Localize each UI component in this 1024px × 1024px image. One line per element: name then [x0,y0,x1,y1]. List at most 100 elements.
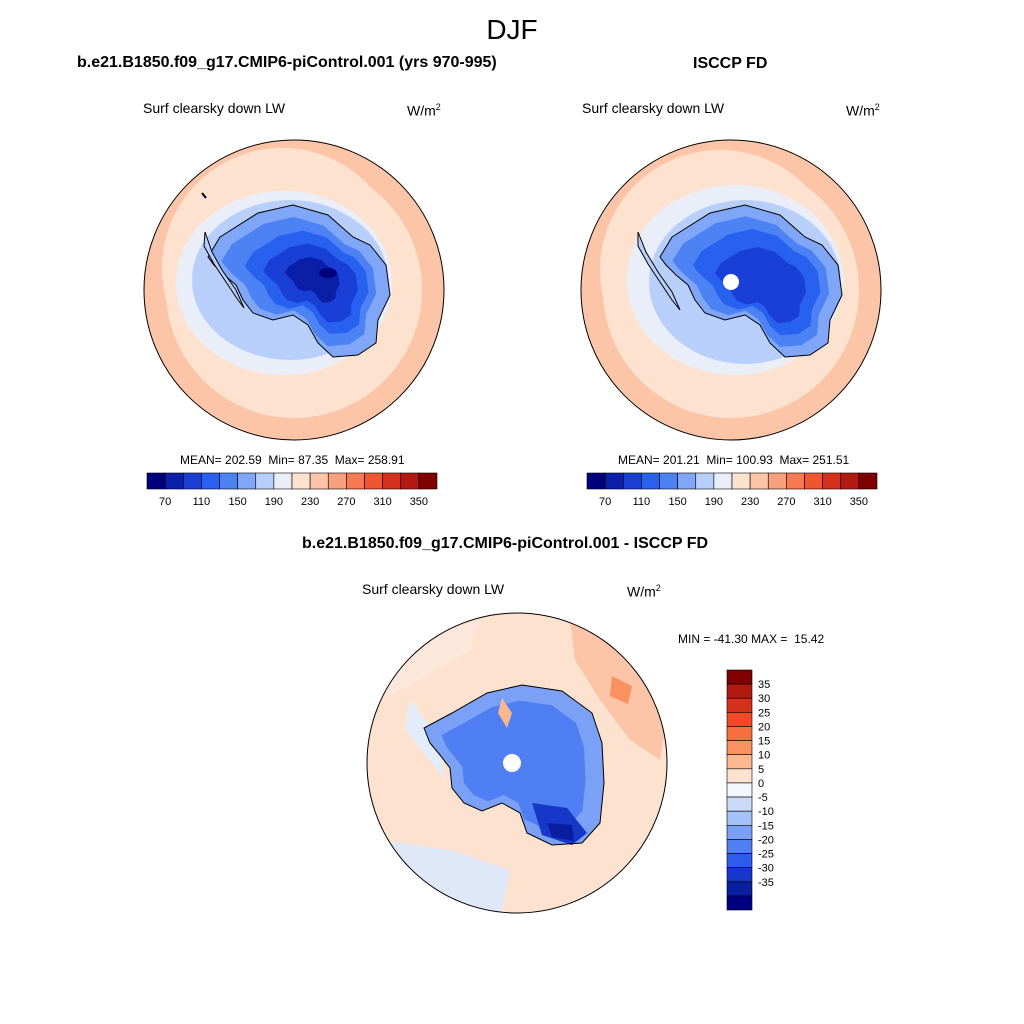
diff-colorbar-label: -15 [758,820,774,832]
diff-colorbar-box [726,782,753,798]
obs-colorbar-label: 70 [599,496,611,508]
diff-colorbar-label: -5 [758,792,768,804]
diff-colorbar-box [726,712,753,727]
obs-colorbar-box [804,472,823,490]
obs-colorbar-label: 110 [633,496,651,508]
diff-colorbar-box [726,853,753,868]
obs-units-label: W/m2 [846,102,880,119]
model-colorbar-box [346,472,365,490]
obs-colorbar-label: 230 [741,496,759,508]
model-colorbar-box [382,472,402,490]
obs-polar-map [581,140,881,440]
model-colorbar-label: 190 [265,496,283,508]
diff-colorbar-label: -20 [758,834,774,846]
model-colorbar-label: 230 [301,496,319,508]
obs-colorbar-label: 190 [705,496,723,508]
model-polar-map [144,140,444,440]
obs-colorbar-box [840,472,860,490]
obs-colorbar-box [749,472,769,490]
diff-colorbar-box [726,881,753,897]
model-colorbar-box [182,472,202,490]
diff-colorbar-label: -35 [758,877,774,889]
diff-colorbar-label: 25 [758,707,770,719]
diff-colorbar-label: 5 [758,764,764,776]
model-field-label: Surf clearsky down LW [143,100,286,116]
model-colorbar-label: 270 [337,496,355,508]
diff-polar-map [367,613,667,913]
model-colorbar-box [309,472,329,490]
obs-colorbar-box [822,472,842,490]
diff-colorbar-label: 20 [758,721,770,733]
diff-colorbar-box [726,740,753,756]
model-colorbar: 70 110 150 190 230 270 310 350 [146,472,438,508]
diff-colorbar: 35 30 25 20 15 10 5 0 -5 -10 -15 -20 -25 -30 -35 [726,669,774,911]
model-units-label: W/m2 [407,102,441,119]
diff-panel-title: b.e21.B1850.f09_g17.CMIP6-piControl.001 … [302,535,709,552]
model-map-boundary [143,139,445,441]
obs-colorbar-label: 350 [850,496,868,508]
obs-map-boundary [580,139,882,441]
obs-colorbar-box [604,472,624,490]
model-colorbar-box [219,472,238,490]
model-colorbar-box [418,472,438,490]
model-colorbar-box [146,472,166,490]
obs-colorbar-box [641,472,660,490]
model-panel-title: b.e21.B1850.f09_g17.CMIP6-piControl.001 … [77,54,497,71]
obs-colorbar-box [677,472,697,490]
diff-colorbar-label: 15 [758,736,770,748]
obs-panel-title: ISCCP FD [693,55,768,72]
model-colorbar-label: 70 [159,496,171,508]
diff-colorbar-box [726,867,753,883]
diff-field-label: Surf clearsky down LW [362,581,505,597]
diff-colorbar-box [726,697,753,713]
diff-colorbar-box [726,895,753,911]
diff-stats: MIN = -41.30 MAX = 15.42 [678,632,825,646]
diff-colorbar-label: -25 [758,849,774,861]
diff-colorbar-box [726,810,753,826]
model-colorbar-box [273,472,293,490]
diff-colorbar-label: 35 [758,679,770,691]
diff-colorbar-box [726,824,753,840]
season-title: DJF [486,14,538,45]
diff-units-label: W/m2 [627,583,661,600]
obs-colorbar-box [731,472,751,490]
obs-colorbar-box [659,472,678,490]
obs-colorbar-label: 270 [777,496,795,508]
model-colorbar-box [255,472,275,490]
model-colorbar-label: 350 [410,496,428,508]
obs-colorbar-box [713,472,733,490]
model-colorbar-box [327,472,347,490]
model-colorbar-label: 110 [193,496,211,508]
diff-colorbar-label: 30 [758,693,770,705]
diff-colorbar-label: -30 [758,863,774,875]
obs-colorbar-box [622,472,642,490]
model-stats: MEAN= 202.59 Min= 87.35 Max= 258.91 [180,453,405,467]
model-colorbar-box [164,472,184,490]
diff-colorbar-box [726,754,753,770]
obs-colorbar-box [767,472,787,490]
diff-colorbar-box [726,796,753,812]
diff-colorbar-box [726,726,753,741]
obs-colorbar-label: 150 [668,496,686,508]
obs-colorbar: 70 110 150 190 230 270 310 350 [586,472,878,508]
diff-colorbar-label: 0 [758,778,764,790]
diff-map-boundary [366,612,668,914]
model-colorbar-box [201,472,220,490]
diff-colorbar-label: 10 [758,750,770,762]
model-colorbar-box [291,472,311,490]
diff-colorbar-box [726,669,753,685]
obs-field-label: Surf clearsky down LW [582,100,725,116]
obs-colorbar-box [858,472,878,490]
model-colorbar-label: 150 [228,496,246,508]
obs-colorbar-label: 310 [813,496,831,508]
obs-colorbar-box [695,472,715,490]
model-colorbar-box [400,472,420,490]
model-colorbar-label: 310 [373,496,391,508]
model-colorbar-box [364,472,383,490]
obs-stats: MEAN= 201.21 Min= 100.93 Max= 251.51 [618,453,850,467]
obs-colorbar-box [586,472,606,490]
model-colorbar-box [237,472,257,490]
diff-colorbar-box [726,839,753,854]
diff-colorbar-box [726,683,753,699]
